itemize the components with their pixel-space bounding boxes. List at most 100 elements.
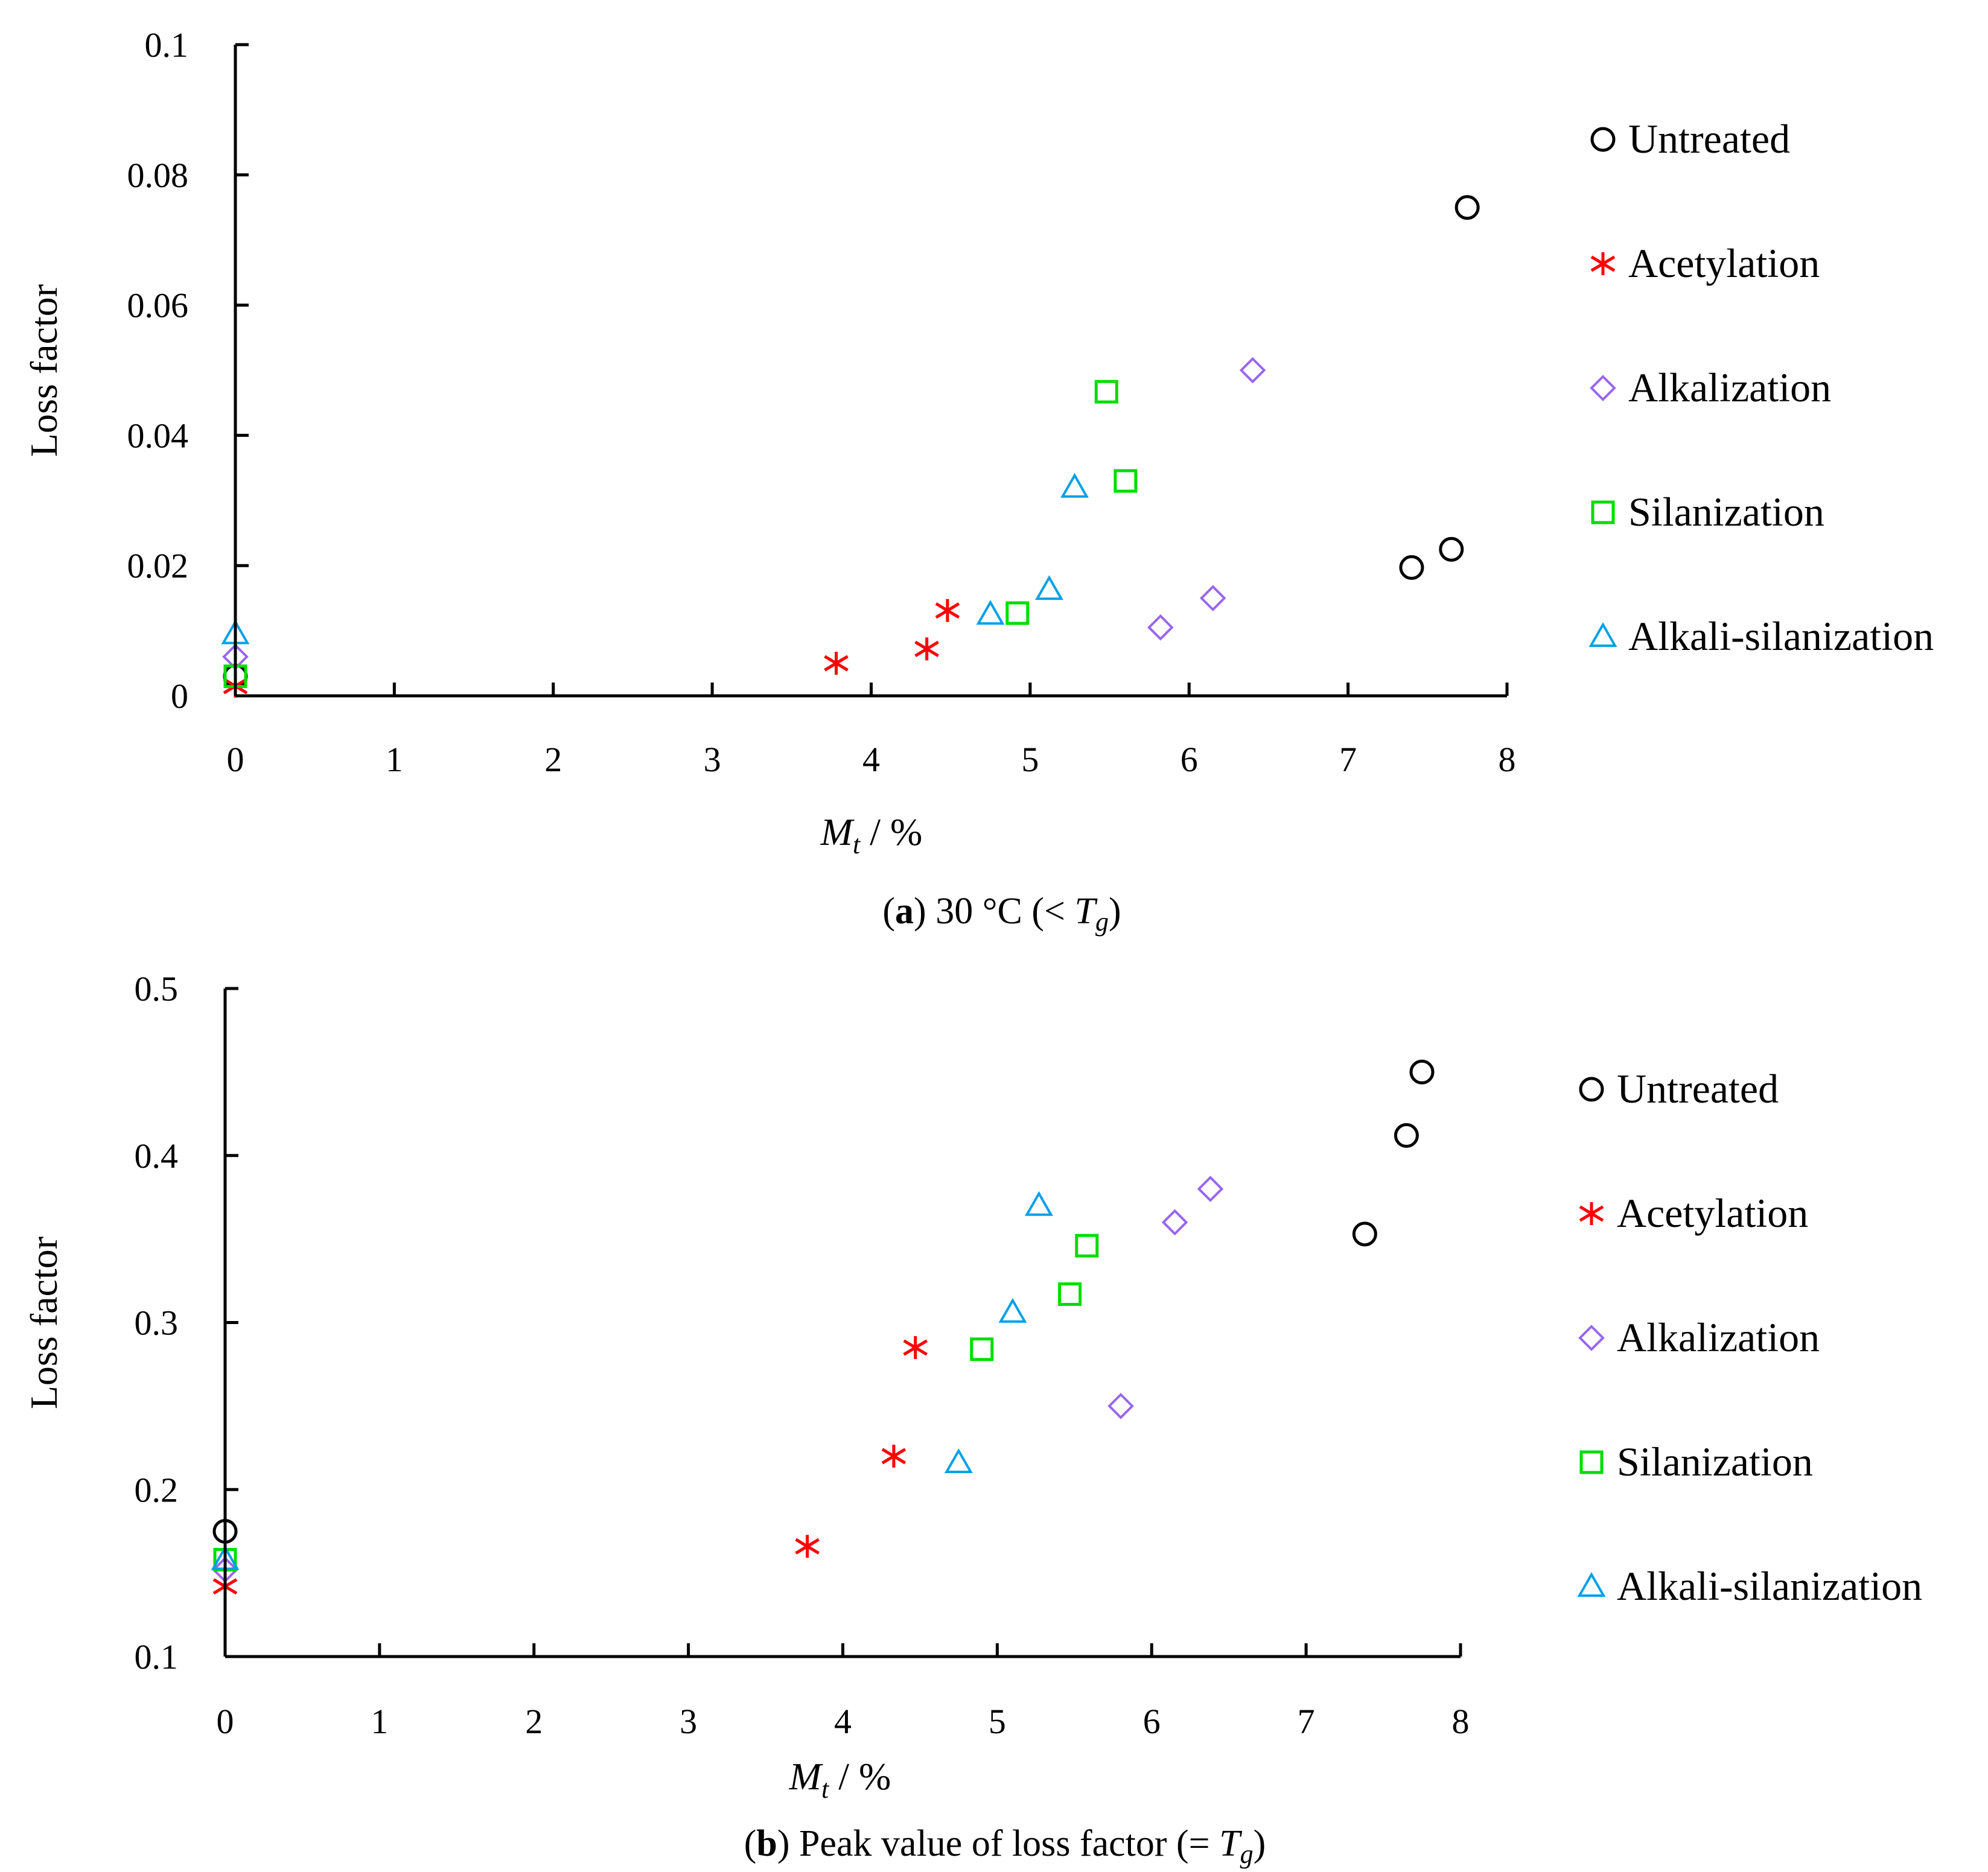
- panel-a-x-tick-label: 1: [386, 740, 403, 779]
- panel-a-x-label-sub: t: [853, 830, 861, 859]
- panel-a-x-tick-label: 3: [704, 740, 721, 779]
- panel-a-legend-label-silanization: Silanization: [1628, 489, 1824, 535]
- panel-a-point-alkali-silanization: [976, 600, 1005, 625]
- panel-a-caption-tg-sub: g: [1095, 907, 1109, 937]
- panel-a-point-acetylation: [824, 652, 849, 675]
- panel-a-caption: (a) 30 °C (< Tg): [882, 891, 1121, 937]
- panel-a-caption-text: 30 °C (<: [926, 891, 1075, 932]
- panel-a-legend: Untreated Acetylation Alkalization Silaniza…: [1588, 116, 1934, 659]
- panel-a-legend-label-untreated: Untreated: [1628, 116, 1790, 162]
- panel-b-y-tick-label: 0.2: [135, 1470, 179, 1509]
- panel-b-point-alkalization: [1107, 1393, 1134, 1419]
- panel-b-caption-tg: T: [1219, 1823, 1243, 1864]
- panel-a-caption-tg: T: [1074, 891, 1098, 932]
- panel-b-legend-marker-alkalization: [1578, 1325, 1605, 1351]
- panel-a-legend-marker-silanization: [1591, 500, 1615, 524]
- panel-a-point-untreated: [1439, 536, 1464, 562]
- panel-a-x-tick-label: 0: [227, 740, 244, 779]
- panel-a-x-tick-label: 7: [1339, 740, 1357, 779]
- panel-b-plot: [211, 1059, 1435, 1598]
- panel-b-point-alkalization: [1161, 1209, 1188, 1236]
- panel-b-y-tick-label: 0.1: [135, 1637, 179, 1676]
- panel-a-point-acetylation: [935, 599, 960, 622]
- panel-b-x-tick-label: 6: [1143, 1702, 1161, 1741]
- panel-a-y-label: Loss factor: [22, 284, 65, 457]
- panel-a-x-tick-label: 4: [862, 740, 880, 779]
- panel-a-point-silanization: [1113, 469, 1138, 493]
- panel-a: 0 1 2 3 4 5 6 7 8 0 0.02 0.04 0.06 0.08 0.1 Loss facto…: [22, 25, 1934, 937]
- panel-b-legend-marker-silanization: [1579, 1450, 1604, 1474]
- panel-b-point-alkali-silanization: [944, 1448, 973, 1473]
- panel-a-point-silanization: [1005, 601, 1030, 625]
- panel-b: 0 1 2 3 4 5 6 7 8 0.1 0.2 0.3 0.4 0.5 Loss factor Mt …: [22, 969, 1922, 1869]
- panel-b-point-silanization: [1075, 1234, 1099, 1258]
- panel-a-y-tick-label: 0.04: [127, 416, 189, 455]
- panel-b-x-tick-label: 4: [834, 1702, 852, 1741]
- panel-b-point-acetylation: [881, 1444, 906, 1468]
- panel-b-legend-marker-acetylation: [1579, 1202, 1604, 1225]
- panel-b-y-tick-label: 0.3: [135, 1304, 179, 1343]
- panel-a-x-tick-label: 8: [1499, 740, 1516, 779]
- panel-a-x-label: Mt / %: [820, 810, 923, 859]
- panel-a-legend-label-acetylation: Acetylation: [1628, 240, 1820, 286]
- panel-a-point-untreated: [1454, 195, 1480, 220]
- panel-b-x-label: Mt / %: [789, 1755, 891, 1804]
- panel-a-plot: [221, 195, 1480, 698]
- panel-a-point-alkalization: [1147, 614, 1174, 641]
- panel-b-legend-label-alkali-silanization: Alkali-silanization: [1617, 1563, 1922, 1609]
- panel-b-legend: Untreated Acetylation Alkalization Silaniza…: [1577, 1066, 1922, 1609]
- panel-b-caption-letter: b: [756, 1823, 777, 1864]
- panel-b-x-label-rest: / %: [829, 1755, 891, 1798]
- panel-b-point-acetylation: [795, 1535, 820, 1558]
- panel-a-x-tick-label: 6: [1180, 740, 1198, 779]
- panel-b-legend-marker-untreated: [1579, 1077, 1604, 1102]
- panel-a-legend-marker-acetylation: [1590, 252, 1616, 275]
- panel-b-ticks: 0 1 2 3 4 5 6 7 8 0.1 0.2 0.3 0.4 0.5: [135, 969, 1470, 1741]
- panel-b-caption-end: ): [1254, 1823, 1266, 1864]
- panel-a-ticks: 0 1 2 3 4 5 6 7 8 0 0.02 0.04 0.06 0.08 0.1: [127, 25, 1516, 779]
- panel-a-legend-marker-untreated: [1590, 127, 1616, 152]
- panel-b-x-tick-label: 0: [217, 1702, 234, 1741]
- panel-b-x-tick-label: 1: [371, 1702, 388, 1741]
- panel-a-point-untreated: [1399, 555, 1424, 580]
- panel-b-y-tick-label: 0.5: [135, 969, 179, 1008]
- panel-a-point-silanization: [1094, 380, 1118, 404]
- panel-a-x-tick-label: 5: [1021, 740, 1039, 779]
- panel-b-point-alkali-silanization: [998, 1297, 1027, 1323]
- panel-b-x-tick-label: 3: [680, 1702, 697, 1741]
- panel-b-point-untreated: [1409, 1059, 1435, 1084]
- panel-b-legend-label-untreated: Untreated: [1617, 1066, 1779, 1112]
- panel-b-caption-text: Peak value of loss factor (=: [790, 1823, 1220, 1864]
- panel-b-x-tick-label: 7: [1298, 1702, 1315, 1741]
- panel-b-point-untreated: [1394, 1123, 1419, 1148]
- panel-a-point-alkali-silanization: [1060, 473, 1089, 498]
- panel-a-legend-marker-alkalization: [1590, 375, 1616, 401]
- panel-b-legend-label-alkalization: Alkalization: [1617, 1314, 1820, 1360]
- panel-b-y-tick-label: 0.4: [135, 1136, 179, 1176]
- panel-a-point-alkalization: [1199, 585, 1226, 611]
- panel-b-legend-marker-alkali-silanization: [1577, 1571, 1606, 1597]
- panel-a-legend-label-alkali-silanization: Alkali-silanization: [1628, 613, 1934, 659]
- panel-a-y-tick-label: 0.02: [127, 546, 189, 585]
- panel-a-x-label-main: M: [820, 810, 855, 853]
- panel-b-x-tick-label: 5: [989, 1702, 1006, 1741]
- panel-b-x-tick-label: 2: [525, 1702, 543, 1741]
- panel-a-point-alkali-silanization: [1035, 575, 1063, 600]
- panel-b-legend-label-acetylation: Acetylation: [1617, 1190, 1808, 1236]
- panel-b-point-alkalization: [1197, 1176, 1224, 1202]
- panel-b-x-label-main: M: [789, 1755, 824, 1798]
- panel-b-y-label: Loss factor: [22, 1237, 65, 1409]
- panel-b-point-alkali-silanization: [1025, 1191, 1053, 1216]
- panel-a-point-acetylation: [914, 637, 939, 661]
- panel-a-y-tick-label: 0.08: [127, 156, 189, 195]
- panel-b-point-silanization: [1058, 1282, 1082, 1306]
- panel-a-y-tick-label: 0.1: [145, 25, 189, 65]
- panel-a-y-tick-label: 0.06: [127, 286, 189, 325]
- panel-a-caption-end: ): [1109, 891, 1121, 932]
- panel-b-point-untreated: [1352, 1221, 1377, 1247]
- panel-a-x-label-rest: / %: [860, 810, 922, 853]
- panel-b-x-label-sub: t: [821, 1774, 830, 1804]
- panel-a-legend-label-alkalization: Alkalization: [1628, 365, 1831, 410]
- panel-b-point-silanization: [970, 1337, 994, 1361]
- panel-b-x-tick-label: 8: [1452, 1702, 1470, 1741]
